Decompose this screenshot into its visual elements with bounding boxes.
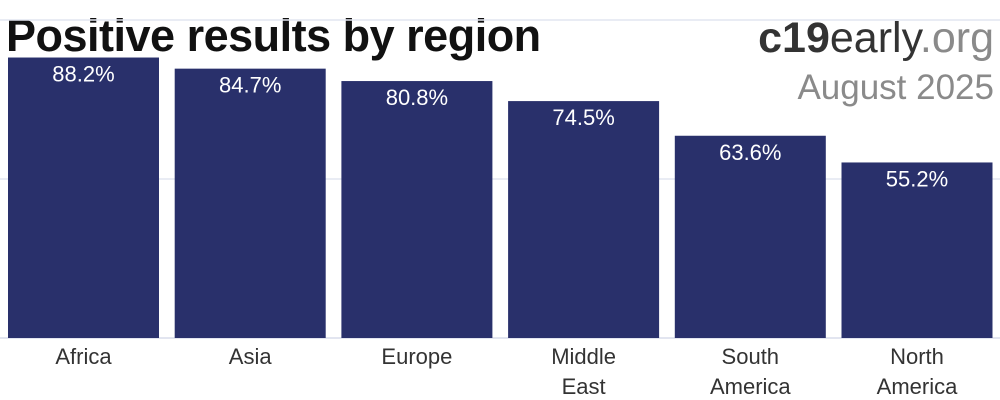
bar-3 (508, 101, 660, 338)
category-label-4-line-1: America (710, 374, 791, 399)
data-label-1: 84.7% (219, 73, 281, 98)
brand-bold: c19 (758, 14, 830, 62)
category-label-3-line-1: East (562, 374, 606, 399)
bar-1 (174, 68, 326, 339)
data-label-2: 80.8% (386, 85, 448, 110)
category-label-5-line-0: North (890, 344, 944, 369)
category-label-3-line-0: Middle (551, 344, 616, 369)
bar-4 (674, 135, 826, 338)
category-label-5-line-1: America (877, 374, 958, 399)
brand-mid: early (829, 14, 920, 62)
data-label-5: 55.2% (886, 166, 948, 191)
brand-tld: .org (919, 14, 994, 62)
brand-logo: c19early.org (758, 14, 994, 63)
chart-title: Positive results by region (6, 10, 541, 61)
bar-5 (841, 162, 993, 338)
category-label-0: Africa (55, 344, 112, 369)
category-label-1: Asia (229, 344, 273, 369)
bar-2 (341, 81, 493, 338)
data-label-4: 63.6% (719, 140, 781, 165)
chart-date: August 2025 (797, 68, 994, 107)
data-label-0: 88.2% (52, 62, 114, 87)
category-label-4-line-0: South (722, 344, 780, 369)
data-label-3: 74.5% (552, 105, 614, 130)
category-label-2: Europe (381, 344, 452, 369)
bar-0 (8, 57, 159, 339)
